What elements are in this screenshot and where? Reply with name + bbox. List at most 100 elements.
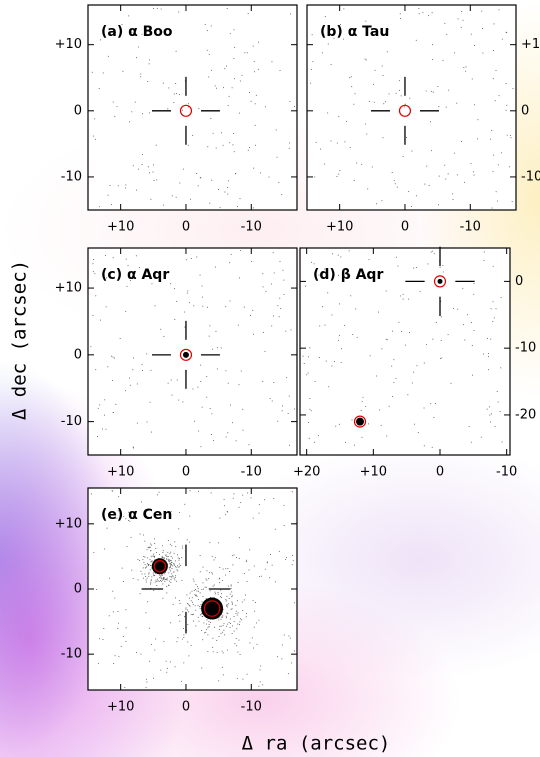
noise-dot: [153, 172, 154, 173]
noise-dot: [253, 600, 254, 601]
noise-dot: [219, 636, 220, 637]
noise-dot: [193, 579, 194, 580]
noise-dot: [463, 67, 464, 68]
noise-dot: [170, 283, 171, 284]
noise-dot: [247, 581, 248, 582]
noise-dot: [226, 617, 227, 618]
panel-title: (c) α Aqr: [101, 267, 169, 283]
noise-dot: [206, 587, 207, 588]
noise-dot: [183, 628, 184, 629]
noise-dot: [308, 422, 309, 423]
noise-dot: [221, 132, 222, 133]
noise-dot: [171, 579, 172, 580]
panel: +20+100-100-10-20(d) β Aqr: [293, 247, 536, 480]
noise-dot: [206, 578, 207, 579]
noise-dot: [349, 250, 350, 251]
noise-dot: [218, 592, 219, 593]
noise-dot: [381, 425, 382, 426]
noise-dot: [120, 338, 121, 339]
noise-dot: [334, 361, 335, 362]
noise-dot: [230, 619, 231, 620]
noise-dot: [188, 145, 189, 146]
noise-dot: [99, 638, 100, 639]
noise-dot: [239, 621, 240, 622]
noise-dot: [107, 366, 108, 367]
noise-dot: [327, 292, 328, 293]
noise-dot: [144, 557, 145, 558]
noise-dot: [246, 613, 247, 614]
noise-dot: [289, 148, 290, 149]
noise-dot: [432, 339, 433, 340]
noise-dot: [448, 90, 449, 91]
noise-dot: [224, 68, 225, 69]
noise-dot: [248, 150, 249, 151]
noise-dot: [365, 124, 366, 125]
noise-dot: [178, 637, 179, 638]
noise-dot: [257, 644, 258, 645]
noise-dot: [188, 604, 189, 605]
noise-dot: [309, 347, 310, 348]
noise-dot: [491, 413, 492, 414]
noise-dot: [194, 581, 195, 582]
noise-dot: [255, 103, 256, 104]
noise-dot: [137, 423, 138, 424]
noise-dot: [195, 605, 196, 606]
noise-dot: [193, 614, 194, 615]
noise-dot: [406, 137, 407, 138]
noise-dot: [107, 528, 108, 529]
noise-dot: [418, 432, 419, 433]
noise-dot: [238, 582, 239, 583]
noise-dot: [212, 638, 213, 639]
noise-dot: [254, 627, 255, 628]
noise-dot: [418, 8, 419, 9]
noise-dot: [130, 385, 131, 386]
noise-dot: [160, 329, 161, 330]
noise-dot: [145, 574, 146, 575]
x-tick-label: +10: [107, 220, 134, 235]
noise-dot: [315, 381, 316, 382]
noise-dot: [195, 610, 196, 611]
noise-dot: [472, 345, 473, 346]
noise-dot: [227, 194, 228, 195]
noise-dot: [149, 628, 150, 629]
noise-dot: [187, 291, 188, 292]
noise-dot: [247, 493, 248, 494]
noise-dot: [217, 652, 218, 653]
noise-dot: [493, 155, 494, 156]
noise-dot: [151, 545, 152, 546]
noise-dot: [161, 574, 162, 575]
noise-dot: [201, 668, 202, 669]
noise-dot: [206, 570, 207, 571]
noise-dot: [140, 593, 141, 594]
y-tick-label: 0: [515, 274, 523, 289]
noise-dot: [446, 34, 447, 35]
noise-dot: [125, 390, 126, 391]
noise-dot: [233, 58, 234, 59]
noise-dot: [229, 571, 230, 572]
noise-dot: [193, 305, 194, 306]
panel: +100-10+100-10(c) α Aqr: [55, 248, 297, 480]
noise-dot: [163, 579, 164, 580]
noise-dot: [219, 626, 220, 627]
noise-dot: [233, 133, 234, 134]
noise-dot: [223, 674, 224, 675]
noise-dot: [169, 567, 170, 568]
noise-dot: [255, 145, 256, 146]
noise-dot: [221, 597, 222, 598]
noise-dot: [462, 288, 463, 289]
noise-dot: [246, 616, 247, 617]
noise-dot: [231, 596, 232, 597]
noise-dot: [441, 340, 442, 341]
noise-dot: [162, 556, 163, 557]
noise-dot: [306, 374, 307, 375]
noise-dot: [488, 356, 489, 357]
noise-dot: [127, 286, 128, 287]
noise-dot: [266, 291, 267, 292]
noise-dot: [157, 494, 158, 495]
noise-dot: [133, 358, 134, 359]
noise-dot: [142, 154, 143, 155]
noise-dot: [253, 648, 254, 649]
noise-dot: [238, 640, 239, 641]
noise-dot: [216, 148, 217, 149]
noise-dot: [376, 376, 377, 377]
